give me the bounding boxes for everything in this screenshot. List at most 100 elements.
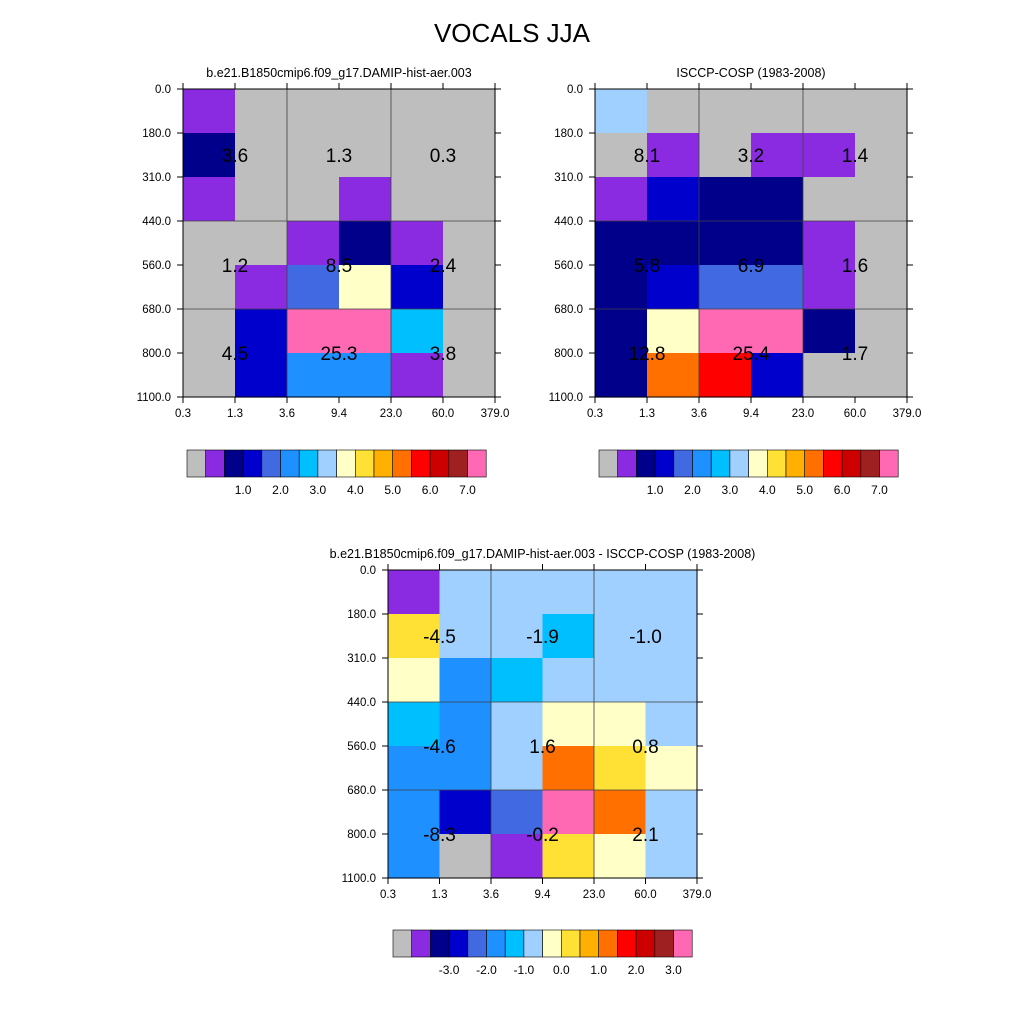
heatmap-cell [645, 790, 698, 835]
y-tick-label: 180.0 [347, 609, 376, 621]
block-value-label: 1.7 [842, 344, 868, 365]
heatmap-cell [388, 570, 441, 615]
block-value-label: 0.3 [430, 146, 456, 167]
heatmap-cell [391, 177, 444, 222]
colorbar-label: 3.0 [310, 483, 327, 497]
heatmap-cell [542, 702, 595, 747]
heatmap-cell [855, 89, 908, 134]
x-tick-label: 379.0 [893, 408, 922, 420]
block-value-label: 25.3 [321, 344, 358, 365]
heatmap-cell [803, 309, 856, 354]
colorbar-label: 6.0 [422, 483, 439, 497]
heatmap-cell [855, 133, 908, 178]
heatmap-cell [491, 702, 544, 747]
colorbar-swatch [186, 449, 207, 478]
heatmap-cell [699, 133, 752, 178]
x-tick-label: 3.6 [483, 889, 499, 901]
colorbar-swatch [486, 929, 506, 958]
y-tick-label: 1100.0 [137, 392, 171, 404]
block-value-label: 4.5 [222, 344, 248, 365]
y-tick-label: 680.0 [347, 785, 376, 797]
heatmap-cell [542, 570, 595, 615]
heatmap-cell [751, 265, 804, 310]
y-tick-label: 0.0 [567, 84, 583, 96]
heatmap-cell [751, 353, 804, 398]
heatmap-cell [287, 353, 340, 398]
heatmap-cell [183, 177, 236, 222]
heatmap-cell [542, 790, 595, 835]
colorbar-swatch [317, 449, 337, 478]
heatmap-cell [491, 570, 544, 615]
y-tick-label: 180.0 [554, 128, 583, 140]
block-value-label: 12.8 [629, 344, 666, 365]
heatmap-cell [339, 177, 392, 222]
heatmap-cell [803, 265, 856, 310]
heatmap-cell [645, 614, 698, 659]
heatmap-cell [443, 133, 496, 178]
heatmap-cell [855, 353, 908, 398]
y-tick-label: 310.0 [554, 172, 583, 184]
colorbar-swatch [523, 929, 543, 958]
heatmap-cell [647, 309, 700, 354]
x-tick-label: 0.3 [587, 408, 603, 420]
y-tick-label: 180.0 [142, 128, 171, 140]
block-value-label: -1.9 [526, 627, 559, 648]
heatmap-cell [594, 702, 647, 747]
colorbar-swatch [560, 929, 581, 958]
x-tick-label: 0.3 [175, 408, 191, 420]
heatmap-cell [391, 133, 444, 178]
colorbar-swatch [373, 449, 394, 478]
heatmap-cell [803, 221, 856, 266]
heatmap-cell [443, 265, 496, 310]
heatmap-cell [855, 177, 908, 222]
heatmap-cell [287, 89, 340, 134]
heatmap-cell [647, 265, 700, 310]
colorbar-swatch [823, 449, 843, 478]
heatmap-cell [388, 614, 441, 659]
heatmap-cell [751, 221, 804, 266]
block-value-label: 2.4 [430, 256, 457, 277]
colorbar-label: -1.0 [514, 963, 535, 977]
heatmap-cell [235, 133, 288, 178]
heatmap-cell [594, 834, 647, 879]
colorbar-label: 2.0 [272, 483, 289, 497]
heatmap-cell [751, 309, 804, 354]
colorbar-swatch [636, 449, 656, 478]
y-tick-label: 1100.0 [342, 873, 376, 885]
heatmap-cell [542, 834, 595, 879]
heatmap-cell [594, 570, 647, 615]
x-tick-label: 3.6 [691, 408, 707, 420]
colorbar-swatch [673, 929, 693, 958]
heatmap-cell [647, 221, 700, 266]
x-tick-label: 23.0 [792, 408, 814, 420]
heatmap-cell [751, 177, 804, 222]
colorbar-label: 7.0 [871, 483, 888, 497]
y-tick-label: 800.0 [142, 348, 171, 360]
heatmap-cell [235, 353, 288, 398]
colorbar-swatch [261, 449, 281, 478]
colorbar-swatch [448, 449, 468, 478]
heatmap-cell [491, 834, 544, 879]
heatmap-cell [542, 746, 595, 791]
y-tick-label: 800.0 [554, 348, 583, 360]
colorbar-label: 1.0 [590, 963, 607, 977]
heatmap-cell [339, 309, 392, 354]
block-value-label: 6.9 [738, 256, 764, 277]
colorbar-swatch [280, 449, 300, 478]
heatmap-cell [235, 309, 288, 354]
heatmap-cell [287, 309, 340, 354]
heatmap-cell [491, 614, 544, 659]
heatmap-cell [388, 746, 441, 791]
heatmap-cell [388, 790, 441, 835]
colorbar-swatch [298, 449, 319, 478]
heatmap-cell [645, 658, 698, 703]
colorbar-label: -3.0 [439, 963, 460, 977]
x-tick-label: 9.4 [535, 889, 552, 901]
heatmap-cell [647, 133, 700, 178]
colorbar-label: 5.0 [796, 483, 813, 497]
heatmap-cell [595, 177, 648, 222]
heatmap-cell [699, 265, 752, 310]
heatmap-cell [645, 702, 698, 747]
y-tick-label: 310.0 [142, 172, 171, 184]
block-value-label: 5.8 [634, 256, 660, 277]
